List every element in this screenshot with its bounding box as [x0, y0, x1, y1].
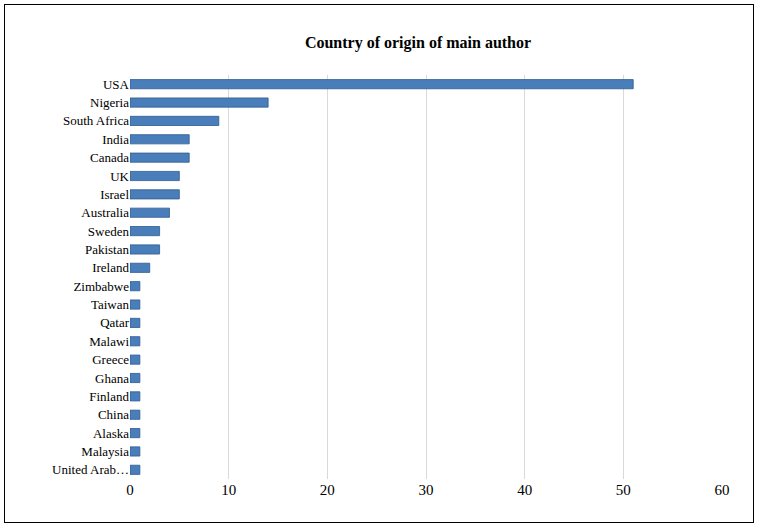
svg-text:USA: USA [103, 77, 130, 92]
svg-text:10: 10 [221, 482, 236, 498]
svg-text:Israel: Israel [100, 187, 129, 202]
svg-text:China: China [98, 407, 129, 422]
svg-text:Sweden: Sweden [88, 224, 130, 239]
svg-text:Finland: Finland [89, 389, 129, 404]
svg-text:50: 50 [616, 482, 631, 498]
svg-text:Malaysia: Malaysia [81, 444, 129, 459]
svg-text:Nigeria: Nigeria [90, 95, 129, 110]
svg-text:Taiwan: Taiwan [91, 297, 130, 312]
svg-text:South Africa: South Africa [63, 113, 129, 128]
svg-text:30: 30 [419, 482, 434, 498]
svg-text:Australia: Australia [81, 205, 129, 220]
svg-text:India: India [102, 132, 129, 147]
svg-text:Ghana: Ghana [95, 371, 129, 386]
svg-text:Zimbabwe: Zimbabwe [73, 279, 129, 294]
svg-text:Pakistan: Pakistan [85, 242, 130, 257]
svg-text:Alaska: Alaska [93, 426, 129, 441]
svg-text:UK: UK [110, 169, 129, 184]
svg-text:60: 60 [715, 482, 730, 498]
svg-text:20: 20 [320, 482, 335, 498]
svg-text:0: 0 [126, 482, 134, 498]
svg-text:United Arab…: United Arab… [52, 462, 129, 477]
svg-text:Greece: Greece [92, 352, 129, 367]
svg-text:Ireland: Ireland [92, 260, 129, 275]
svg-text:Qatar: Qatar [100, 315, 130, 330]
svg-text:40: 40 [517, 482, 532, 498]
svg-text:Canada: Canada [90, 150, 129, 165]
svg-text:Country of origin of main auth: Country of origin of main author [305, 34, 531, 52]
svg-text:Malawi: Malawi [89, 334, 129, 349]
